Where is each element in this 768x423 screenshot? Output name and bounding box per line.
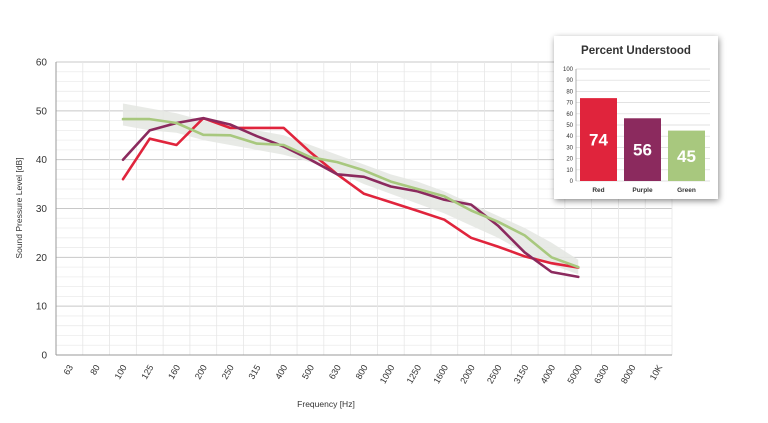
x-tick-label: 160 [166,363,182,381]
bar-purple [624,118,661,181]
bar-red [580,98,617,181]
inset-title: Percent Understood [581,45,691,57]
x-tick-label: 1600 [431,363,450,385]
x-tick-label: 2000 [458,363,477,385]
y-tick-label: 40 [36,155,48,166]
x-tick-label: 8000 [619,363,638,385]
inset-y-tick-label: 80 [566,89,573,95]
inset-bars: 74 Red 56 Purple 45 Green [580,98,705,194]
inset-y-tick-label: 20 [566,157,573,163]
x-tick-label: 250 [220,363,236,381]
bar-value-label: 56 [633,141,652,160]
x-tick-label: 800 [354,363,370,381]
x-tick-label: 1250 [405,363,424,385]
x-tick-label: 500 [300,363,316,381]
confidence-band [122,103,579,275]
percent-understood-bar-chart: 0 10 20 30 40 50 60 70 80 90 100 74 Red 56 Purple 45 Gr… [563,67,710,194]
y-tick-label: 60 [36,58,48,69]
confidence-band-area [122,103,579,275]
inset-y-tick-label: 60 [566,112,573,118]
y-tick-label: 0 [41,351,47,362]
x-tick-label: 1000 [378,363,397,385]
x-tick-label: 3150 [512,363,531,385]
y-tick-labels: 0 10 20 30 40 50 60 [36,58,48,362]
x-tick-label: 315 [246,363,262,381]
y-tick-label: 20 [36,253,48,264]
inset-y-tick-label: 90 [566,78,573,84]
inset-y-tick-label: 40 [566,134,573,140]
inset-y-tick-label: 10 [566,168,573,174]
x-tick-label: 200 [193,363,209,381]
x-tick-labels: 63 80 100 125 160 200 250 315 400 500 630 800 1000 12… [61,363,664,385]
inset-y-tick-label: 70 [566,101,573,107]
axes [55,62,672,356]
x-tick-label: 10K [648,363,665,382]
inset-y-tick-label: 50 [566,123,573,129]
inset-y-tick-label: 100 [563,67,574,73]
x-tick-label: 400 [273,363,289,381]
x-tick-label: 2500 [485,363,504,385]
x-tick-label: 63 [61,363,75,377]
series-lines [121,116,580,279]
x-tick-label: 5000 [565,363,584,385]
x-tick-label: 6300 [592,363,611,385]
bar-category-label: Green [677,187,696,194]
percent-understood-panel: 0 10 20 30 40 50 60 70 80 90 100 74 Red 56 Purple 45 Gr… [554,36,718,199]
bar-value-label: 74 [589,131,608,150]
x-tick-label: 80 [88,363,102,377]
inset-y-tick-labels: 0 10 20 30 40 50 60 70 80 90 100 [563,67,574,185]
inset-y-tick-label: 30 [566,145,573,151]
x-tick-label: 630 [327,363,343,381]
inset-y-tick-label: 0 [570,179,574,185]
series-line-1 [121,116,580,279]
y-axis-label: Sound Pressure Level [dB] [14,157,24,258]
x-tick-label: 4000 [539,363,558,385]
x-tick-label: 125 [139,363,155,381]
x-tick-label: 100 [113,363,129,381]
y-tick-label: 30 [36,204,48,215]
bar-category-label: Red [592,187,604,194]
bar-green [668,130,705,181]
bar-category-label: Purple [632,187,653,194]
y-tick-label: 10 [36,302,48,313]
series-line-0 [121,116,580,269]
x-axis-label: Frequency [Hz] [297,399,355,409]
y-tick-label: 50 [36,106,48,117]
series-line-2 [121,117,580,269]
bar-value-label: 45 [677,147,696,166]
